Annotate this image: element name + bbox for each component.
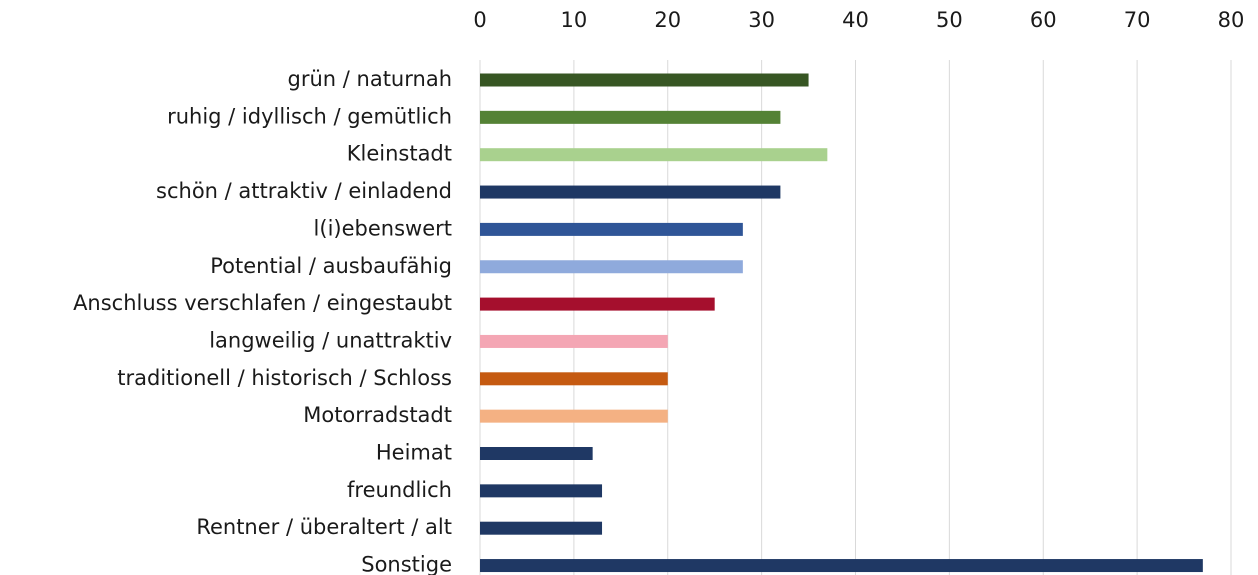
- bar: [480, 521, 603, 535]
- x-tick-label: 20: [654, 8, 681, 32]
- x-tick-label: 10: [561, 8, 588, 32]
- y-tick-label: Sonstige: [361, 553, 452, 575]
- bar: [480, 334, 668, 348]
- y-tick-label: langweilig / unattraktiv: [209, 328, 452, 352]
- y-tick-label: Potential / ausbaufähig: [210, 254, 452, 278]
- bar: [480, 222, 743, 236]
- y-tick-label: freundlich: [347, 478, 452, 502]
- bar: [480, 110, 781, 124]
- y-tick-label: Kleinstadt: [347, 142, 452, 166]
- x-tick-label: 30: [748, 8, 775, 32]
- y-tick-label: schön / attraktiv / einladend: [156, 179, 452, 203]
- y-tick-label: Heimat: [376, 441, 452, 465]
- x-tick-label: 60: [1030, 8, 1057, 32]
- x-tick-label: 70: [1124, 8, 1151, 32]
- bar: [480, 409, 668, 423]
- y-tick-label: grün / naturnah: [288, 67, 452, 91]
- bar: [480, 73, 809, 87]
- x-tick-label: 50: [936, 8, 963, 32]
- y-tick-label: traditionell / historisch / Schloss: [117, 366, 452, 390]
- bar: [480, 185, 781, 199]
- x-tick-label: 40: [842, 8, 869, 32]
- bar: [480, 148, 828, 162]
- bar: [480, 484, 603, 498]
- y-tick-label: Motorradstadt: [303, 403, 452, 427]
- bar: [480, 559, 1203, 573]
- y-tick-label: Rentner / überaltert / alt: [196, 515, 452, 539]
- bar: [480, 447, 593, 460]
- bar: [480, 297, 715, 311]
- x-tick-label: 0: [473, 8, 486, 32]
- y-tick-label: Anschluss verschlafen / eingestaubt: [73, 291, 452, 315]
- y-tick-label: l(i)ebenswert: [314, 216, 452, 240]
- bar: [480, 260, 743, 274]
- y-tick-label: ruhig / idyllisch / gemütlich: [167, 104, 452, 128]
- x-tick-label: 80: [1218, 8, 1245, 32]
- bar: [480, 372, 668, 386]
